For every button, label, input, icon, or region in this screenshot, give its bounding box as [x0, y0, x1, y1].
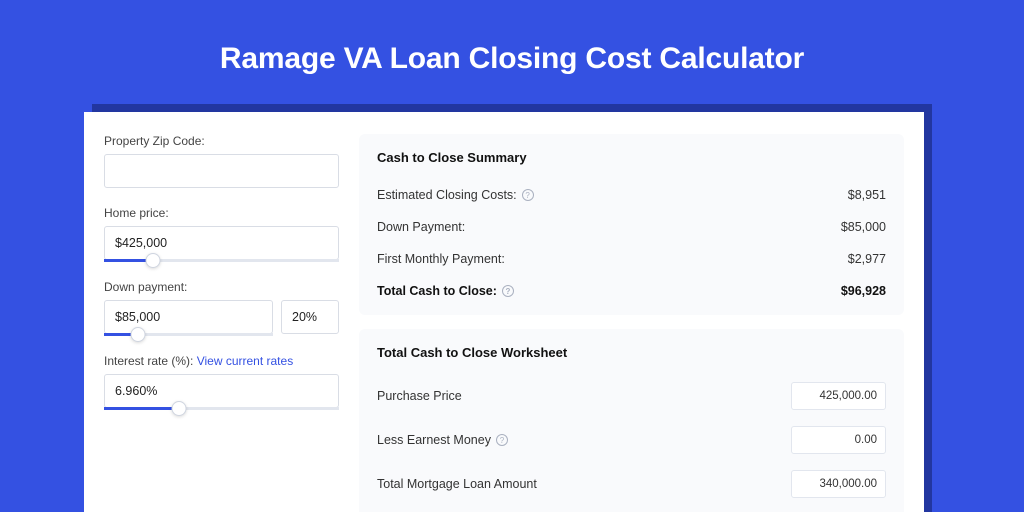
worksheet-row: Total Second Mortgage Amount? [377, 506, 886, 512]
worksheet-row-label-text: Less Earnest Money [377, 433, 491, 447]
down-payment-slider-thumb[interactable] [130, 327, 145, 342]
home-price-label: Home price: [104, 206, 339, 220]
interest-rate-slider-thumb[interactable] [172, 401, 187, 416]
summary-row: Down Payment: $85,000 [377, 211, 886, 243]
interest-rate-slider-block [104, 374, 339, 410]
summary-row-value: $2,977 [848, 252, 886, 266]
worksheet-row-label-text: Purchase Price [377, 389, 462, 403]
zip-label: Property Zip Code: [104, 134, 339, 148]
summary-title: Cash to Close Summary [377, 150, 886, 165]
worksheet-row-value-input[interactable] [791, 470, 886, 498]
summary-row-label: Down Payment: [377, 220, 465, 234]
home-price-slider[interactable] [104, 259, 339, 262]
worksheet-row: Purchase Price [377, 374, 886, 418]
worksheet-row: Total Mortgage Loan Amount [377, 462, 886, 506]
summary-row-value: $96,928 [841, 284, 886, 298]
worksheet-row-value-input[interactable] [791, 382, 886, 410]
summary-row-label-text: Down Payment: [377, 220, 465, 234]
page-title: Ramage VA Loan Closing Cost Calculator [0, 0, 1024, 104]
home-price-field-group: Home price: [104, 206, 339, 262]
calculator-card: Property Zip Code: Home price: Down paym… [84, 112, 924, 512]
interest-rate-slider[interactable] [104, 407, 339, 410]
inputs-column: Property Zip Code: Home price: Down paym… [104, 134, 339, 512]
interest-rate-label: Interest rate (%): View current rates [104, 354, 339, 368]
down-payment-slider-block [104, 300, 273, 336]
help-icon[interactable]: ? [496, 434, 508, 446]
worksheet-row-label: Total Mortgage Loan Amount [377, 477, 537, 491]
summary-row-label-text: Total Cash to Close: [377, 284, 497, 298]
down-payment-label: Down payment: [104, 280, 339, 294]
worksheet-row-label: Purchase Price [377, 389, 462, 403]
down-payment-pct-input[interactable] [281, 300, 339, 334]
summary-row-label: First Monthly Payment: [377, 252, 505, 266]
summary-row-label: Estimated Closing Costs:? [377, 188, 534, 202]
down-payment-row [104, 300, 339, 336]
worksheet-panel: Total Cash to Close Worksheet Purchase P… [359, 329, 904, 512]
summary-row-label: Total Cash to Close:? [377, 284, 514, 298]
summary-row-value: $85,000 [841, 220, 886, 234]
summary-row-label-text: Estimated Closing Costs: [377, 188, 517, 202]
worksheet-row-value-input[interactable] [791, 426, 886, 454]
summary-panel: Cash to Close Summary Estimated Closing … [359, 134, 904, 315]
zip-input[interactable] [104, 154, 339, 188]
interest-rate-slider-fill [104, 407, 179, 410]
summary-row-label-text: First Monthly Payment: [377, 252, 505, 266]
summary-row: Total Cash to Close:? $96,928 [377, 275, 886, 307]
summary-row: First Monthly Payment: $2,977 [377, 243, 886, 275]
results-column: Cash to Close Summary Estimated Closing … [359, 134, 904, 512]
interest-rate-input[interactable] [104, 374, 339, 408]
worksheet-row-label-text: Total Mortgage Loan Amount [377, 477, 537, 491]
down-payment-input[interactable] [104, 300, 273, 334]
help-icon[interactable]: ? [522, 189, 534, 201]
summary-rows: Estimated Closing Costs:? $8,951 Down Paym… [377, 179, 886, 307]
worksheet-title: Total Cash to Close Worksheet [377, 345, 886, 360]
worksheet-rows: Purchase Price Less Earnest Money? Total M… [377, 374, 886, 512]
down-payment-slider[interactable] [104, 333, 273, 336]
home-price-slider-thumb[interactable] [146, 253, 161, 268]
summary-row: Estimated Closing Costs:? $8,951 [377, 179, 886, 211]
worksheet-row: Less Earnest Money? [377, 418, 886, 462]
interest-rate-field-group: Interest rate (%): View current rates [104, 354, 339, 410]
home-price-input[interactable] [104, 226, 339, 260]
interest-rate-label-text: Interest rate (%): [104, 354, 197, 368]
home-price-slider-block [104, 226, 339, 262]
worksheet-row-label: Less Earnest Money? [377, 433, 508, 447]
summary-row-value: $8,951 [848, 188, 886, 202]
zip-field-group: Property Zip Code: [104, 134, 339, 188]
view-rates-link[interactable]: View current rates [197, 354, 294, 368]
card-shadow: Property Zip Code: Home price: Down paym… [92, 104, 932, 512]
down-payment-field-group: Down payment: [104, 280, 339, 336]
help-icon[interactable]: ? [502, 285, 514, 297]
